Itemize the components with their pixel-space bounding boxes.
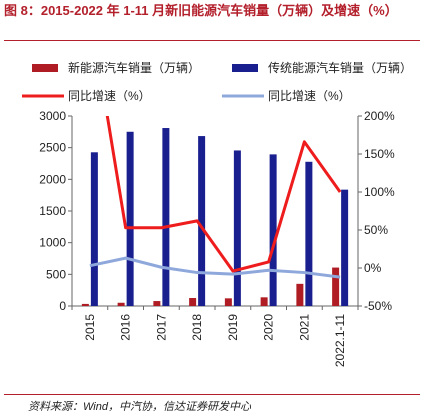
x-tick-label: 2017 — [154, 314, 168, 341]
legend-swatch — [32, 64, 58, 72]
x-tick-label: 2019 — [226, 314, 240, 341]
y-right-tick-label: 50% — [364, 223, 388, 237]
nev-sales-bar — [224, 298, 232, 306]
ice-growth-line — [89, 256, 341, 279]
legend-item: 传统能源汽车销量（万辆） — [232, 60, 412, 75]
ice-sales-bar — [341, 189, 349, 306]
y-left-tick-label: 0 — [59, 299, 66, 313]
y-left-tick-label: 3000 — [39, 109, 66, 123]
x-tick-label: 2020 — [262, 314, 276, 341]
x-tick-label: 2018 — [190, 314, 204, 341]
nev-sales-bar — [117, 302, 125, 306]
ice-sales-bar — [126, 131, 134, 306]
ice-sales-bar — [90, 152, 98, 306]
nev-sales-bar — [189, 298, 197, 306]
nev-sales-bar — [81, 303, 89, 306]
y-left-tick-label: 2500 — [39, 141, 66, 155]
y-left-tick-label: 500 — [46, 267, 66, 281]
legend-label: 同比增速（%） — [68, 89, 151, 103]
footer-divider — [4, 394, 420, 395]
ice-sales-bar — [162, 128, 170, 306]
nev-sales-bar — [260, 297, 268, 306]
legend-item: 同比增速（%） — [222, 89, 351, 103]
nev-sales-bar — [296, 283, 304, 306]
x-tick-label: 2016 — [119, 314, 133, 341]
legend-item: 新能源汽车销量（万辆） — [32, 60, 200, 75]
x-tick-label: 2015 — [83, 314, 97, 341]
source-note: 资料来源：Wind，中汽协，信达证券研发中心 — [28, 401, 251, 413]
chart-legend: 新能源汽车销量（万辆） 传统能源汽车销量（万辆） 同比增速（%） 同比增速（%） — [22, 60, 412, 103]
y-left-tick-label: 1000 — [39, 236, 66, 250]
y-left-tick-label: 1500 — [39, 204, 66, 218]
y-right-tick-label: 200% — [364, 109, 395, 123]
legend-swatch — [232, 64, 258, 72]
chart-bars — [81, 128, 349, 306]
chart-axes: 0 500 1000 1500 2000 2500 3000 -50% 0% 50% 100% 150… — [39, 109, 395, 367]
nev-sales-bar — [153, 301, 161, 306]
x-tick-label: 2021 — [297, 314, 311, 341]
legend-label: 新能源汽车销量（万辆） — [68, 60, 200, 75]
nev-sales-bar — [332, 267, 340, 306]
ice-sales-bar — [198, 136, 206, 306]
legend-item: 同比增速（%） — [22, 89, 151, 103]
legend-label: 传统能源汽车销量（万辆） — [268, 60, 412, 75]
ice-sales-bar — [233, 150, 241, 306]
y-right-tick-label: 0% — [364, 261, 382, 275]
y-right-tick-label: -50% — [364, 299, 392, 313]
y-left-tick-label: 2000 — [39, 172, 66, 186]
ice-sales-bar — [305, 161, 313, 306]
legend-label: 同比增速（%） — [268, 89, 351, 103]
ice-sales-bar — [269, 154, 277, 306]
chart-lines — [89, 116, 342, 279]
nev-growth-line — [105, 116, 342, 273]
figure-title: 图 8：2015-2022 年 1-11 月新旧能源汽车销量（万辆）及增速（%） — [4, 3, 398, 18]
title-divider — [4, 40, 420, 41]
y-right-tick-label: 100% — [364, 185, 395, 199]
x-tick-label: 2022.1-11 — [333, 314, 347, 367]
y-right-tick-label: 150% — [364, 147, 395, 161]
